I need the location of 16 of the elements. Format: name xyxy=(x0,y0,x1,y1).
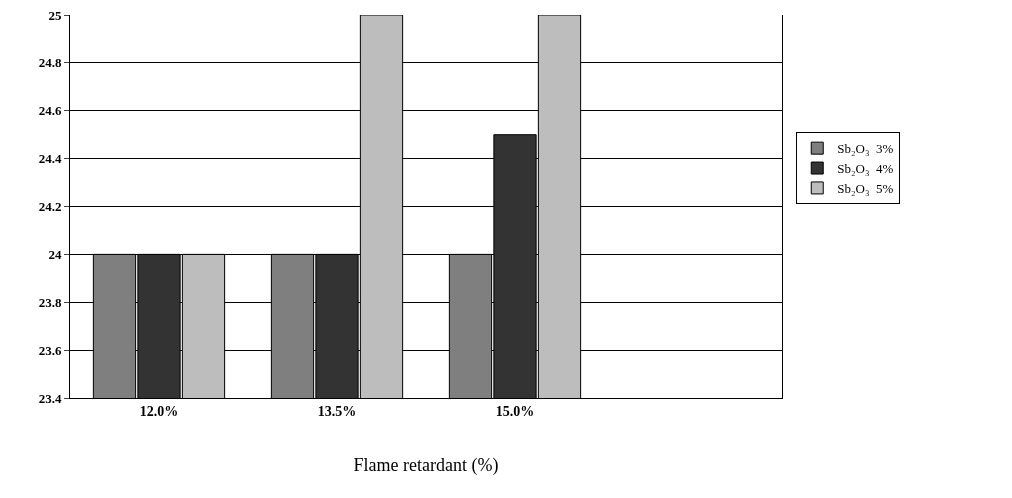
y-tick-label: 24.4 xyxy=(38,151,62,167)
legend-label: Sb₂O₃ 4% xyxy=(837,161,894,177)
y-tick-label: 23.6 xyxy=(38,342,62,358)
y-tick-label: 24.8 xyxy=(38,55,62,71)
y-tick-label: 23.4 xyxy=(38,390,62,406)
y-tick-label: 25 xyxy=(48,7,62,23)
legend-label: Sb₂O₃ 3% xyxy=(837,141,894,157)
y-tick-label: 23.8 xyxy=(38,294,62,310)
x-tick-label: 12.0% xyxy=(139,403,179,419)
x-axis-title: Flame retardant (%) xyxy=(353,454,499,476)
x-tick-label: 15.0% xyxy=(495,403,535,419)
y-tick-label: 24.6 xyxy=(38,103,62,119)
legend-label: Sb₂O₃ 5% xyxy=(837,181,894,197)
x-tick-label: 13.5% xyxy=(317,403,357,419)
y-tick-label: 24 xyxy=(48,246,62,262)
y-tick-label: 24.2 xyxy=(38,199,62,215)
